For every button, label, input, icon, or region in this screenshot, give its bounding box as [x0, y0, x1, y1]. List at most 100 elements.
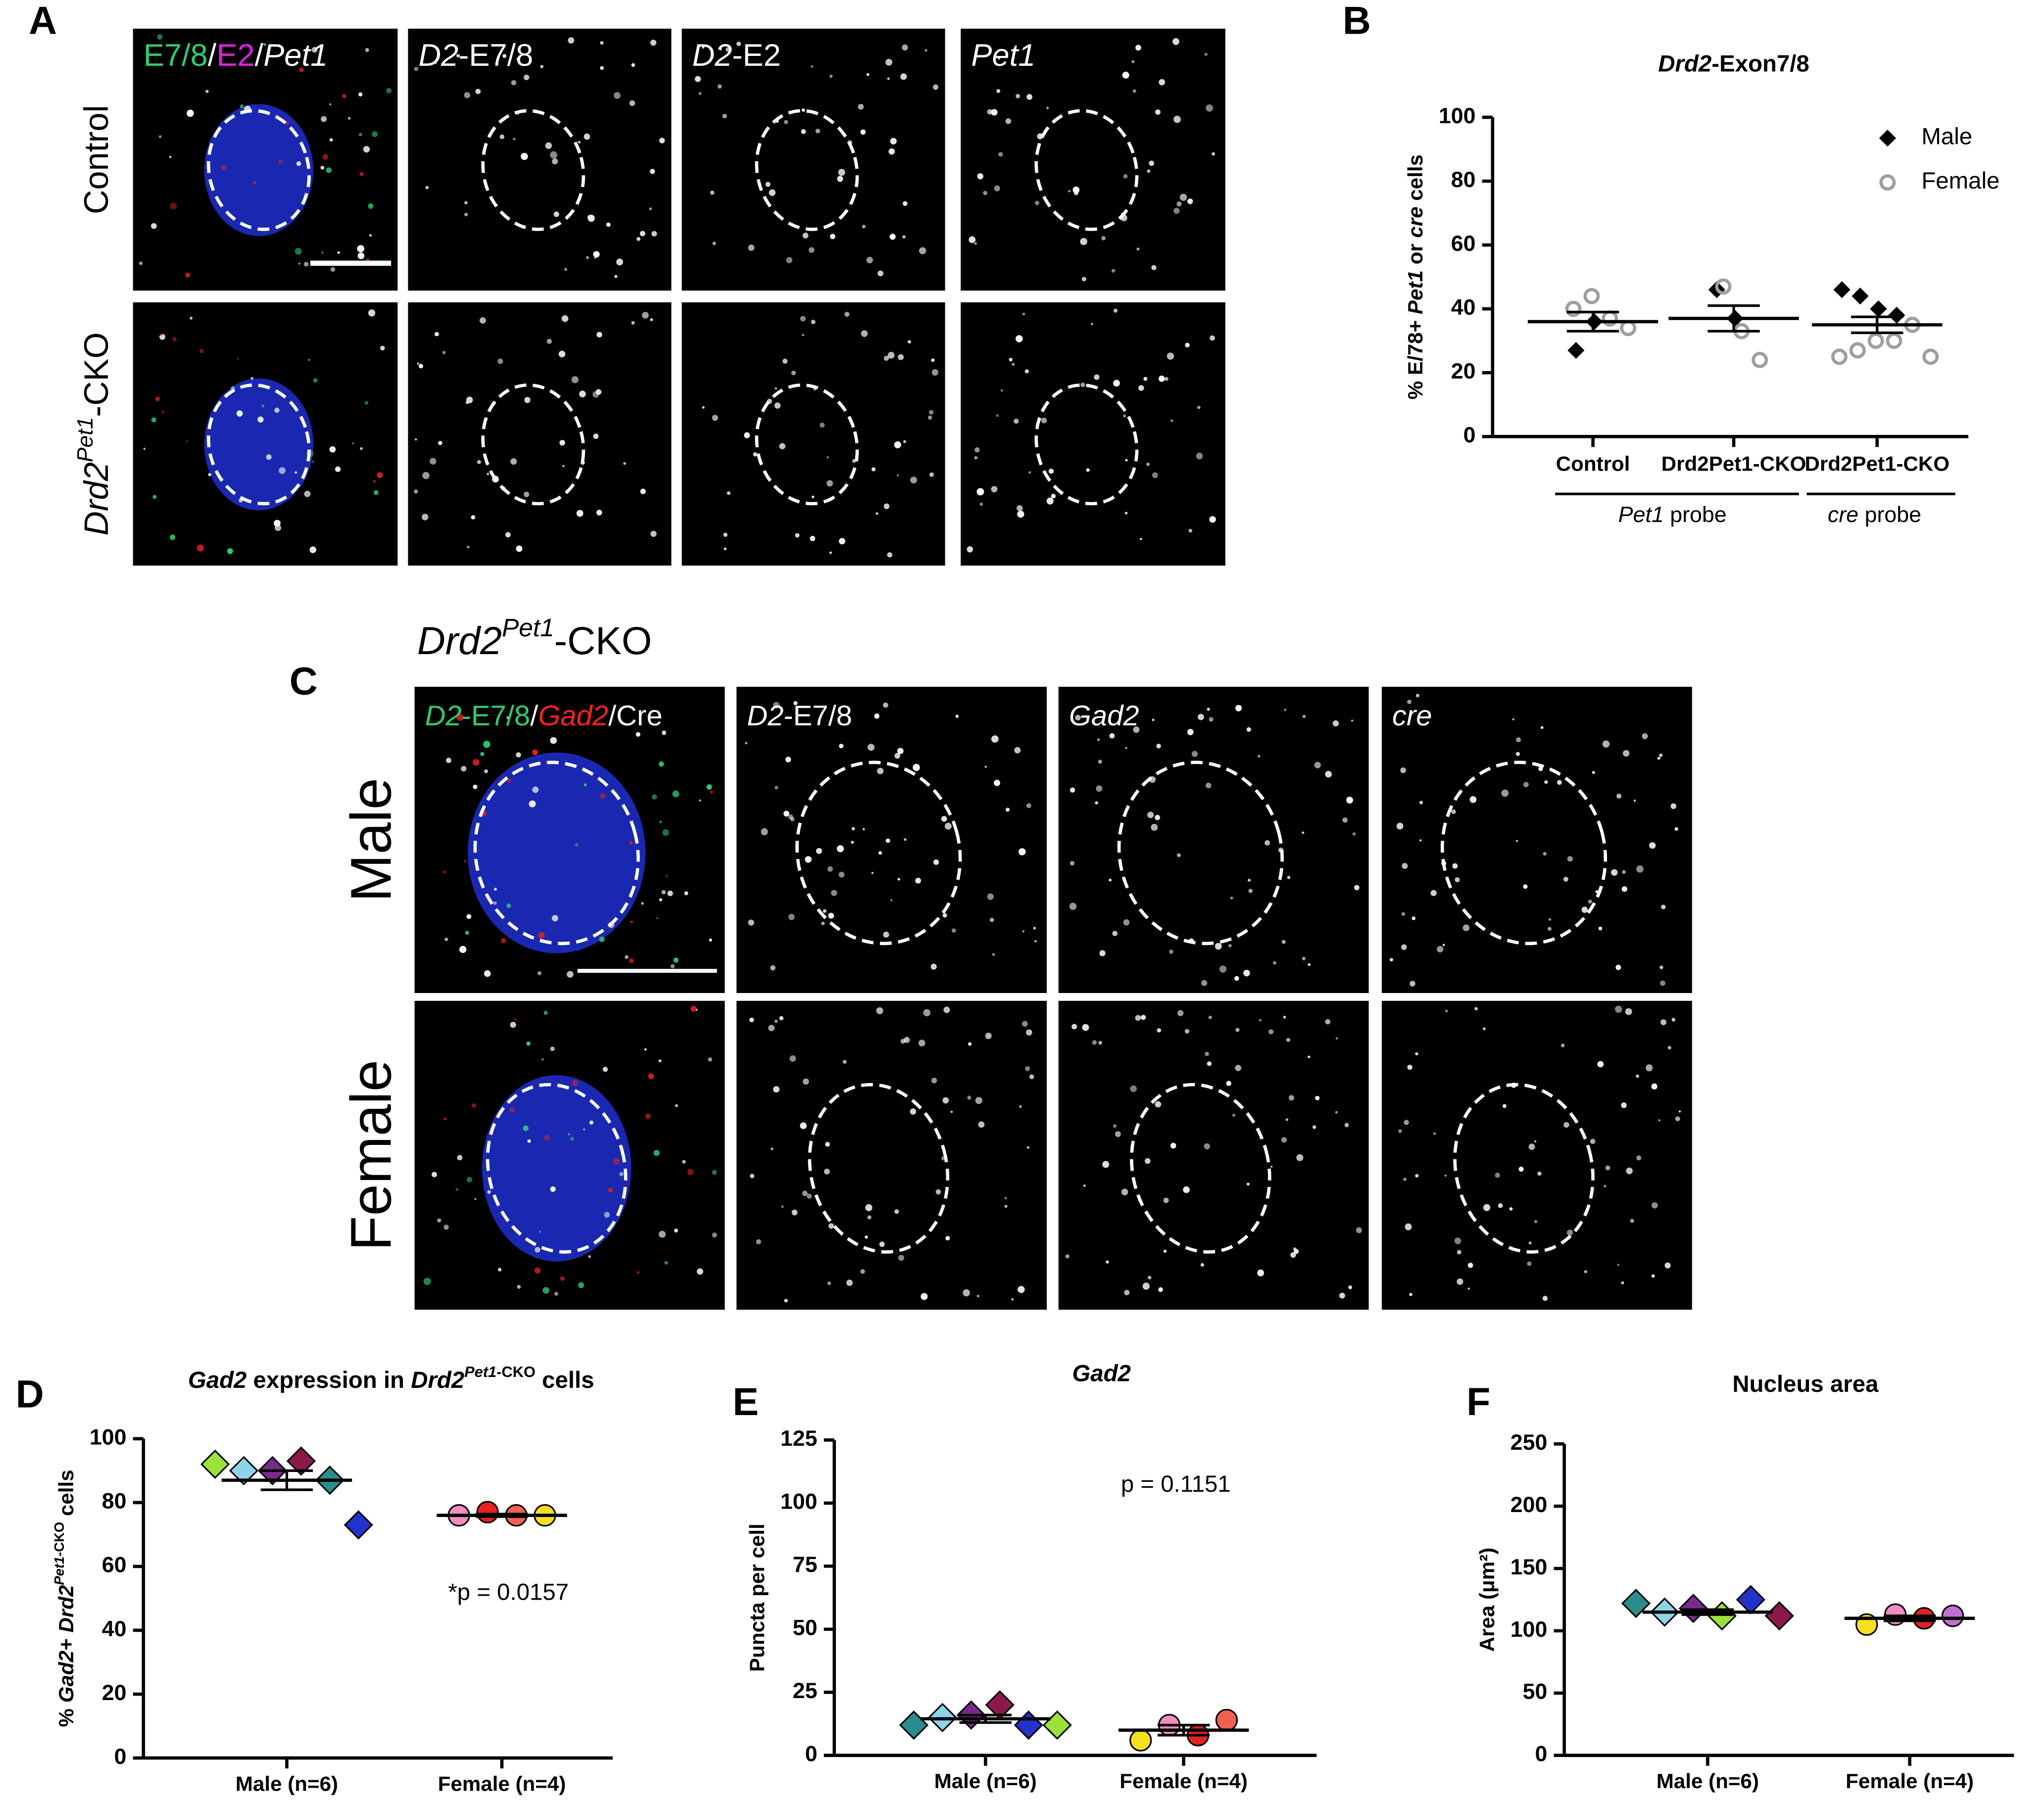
puncta [1495, 1173, 1500, 1178]
puncta [1132, 89, 1136, 93]
puncta [1281, 940, 1286, 944]
point [1042, 1710, 1072, 1740]
puncta [665, 875, 668, 878]
puncta [588, 1255, 591, 1258]
puncta [1164, 377, 1168, 381]
puncta [836, 845, 844, 853]
puncta [274, 520, 281, 527]
text-part: Drd2 [54, 1585, 78, 1633]
puncta [975, 1097, 982, 1104]
puncta [1046, 497, 1054, 505]
puncta [1204, 52, 1208, 56]
puncta [1072, 187, 1080, 193]
puncta [560, 1276, 565, 1281]
x-tick-label: Male (n=6) [236, 1772, 338, 1796]
puncta [523, 1125, 529, 1131]
puncta [326, 167, 332, 173]
puncta [585, 256, 589, 259]
puncta [1113, 1124, 1117, 1128]
puncta [712, 1232, 717, 1238]
point [1620, 320, 1637, 336]
puncta [1563, 1122, 1569, 1128]
puncta [1147, 811, 1154, 818]
puncta [1014, 419, 1019, 424]
puncta [631, 321, 635, 325]
puncta [1405, 1223, 1412, 1231]
puncta [910, 1108, 917, 1115]
puncta [1016, 94, 1021, 98]
puncta [639, 231, 645, 237]
puncta [1308, 1055, 1311, 1058]
puncta [443, 1117, 447, 1121]
puncta [418, 364, 424, 369]
text-part: -E7/8 [462, 701, 530, 732]
puncta [863, 828, 865, 830]
puncta [1070, 787, 1075, 793]
puncta [550, 151, 557, 159]
panel-letter: E [732, 1379, 759, 1423]
puncta [446, 758, 451, 763]
puncta [1170, 419, 1173, 423]
puncta [983, 190, 988, 195]
cell-outline [1117, 760, 1284, 946]
puncta [765, 182, 771, 187]
puncta [561, 315, 569, 322]
puncta [1523, 782, 1529, 788]
point [1583, 287, 1600, 304]
puncta [1170, 1142, 1176, 1149]
puncta [974, 242, 977, 245]
puncta [1158, 1287, 1163, 1292]
puncta [1207, 708, 1210, 711]
puncta [358, 133, 362, 137]
puncta [368, 309, 376, 317]
puncta [1144, 1158, 1151, 1164]
puncta [1658, 1119, 1660, 1122]
puncta [858, 103, 864, 110]
puncta [472, 758, 480, 766]
puncta [1339, 1292, 1345, 1299]
puncta [311, 47, 318, 53]
puncta [342, 94, 346, 98]
puncta [414, 67, 419, 71]
puncta [1113, 379, 1120, 387]
puncta [1169, 949, 1173, 954]
puncta [851, 827, 855, 831]
y-tick-label: 60 [102, 1553, 127, 1577]
puncta [887, 77, 890, 80]
puncta [570, 1137, 574, 1141]
puncta [977, 173, 984, 180]
puncta [771, 1147, 774, 1150]
puncta [1152, 472, 1158, 478]
puncta [619, 1172, 624, 1177]
y-tick-label: 0 [1535, 1742, 1548, 1766]
puncta [800, 316, 806, 322]
puncta [1290, 1252, 1296, 1258]
puncta [978, 1121, 985, 1128]
puncta [775, 786, 779, 790]
puncta [484, 769, 488, 773]
puncta [783, 120, 788, 124]
puncta [422, 472, 430, 479]
text-part: -CKO [51, 1522, 67, 1557]
puncta [706, 784, 712, 790]
puncta [1205, 1051, 1209, 1056]
puncta [1415, 694, 1420, 698]
puncta [1179, 193, 1187, 201]
puncta [544, 1135, 550, 1140]
y-tick-label: 250 [1510, 1430, 1548, 1455]
puncta [473, 784, 478, 789]
puncta [1503, 1104, 1507, 1108]
puncta [987, 893, 994, 900]
puncta [432, 1172, 438, 1178]
puncta [801, 108, 805, 112]
puncta [650, 530, 657, 537]
puncta [1467, 1287, 1470, 1290]
text-part: probe [1858, 502, 1921, 527]
text-part: or [1404, 238, 1427, 271]
puncta [773, 1086, 780, 1093]
puncta [802, 333, 805, 336]
puncta [1285, 1118, 1289, 1121]
puncta [524, 491, 530, 497]
puncta [461, 766, 467, 772]
puncta [828, 1223, 834, 1229]
